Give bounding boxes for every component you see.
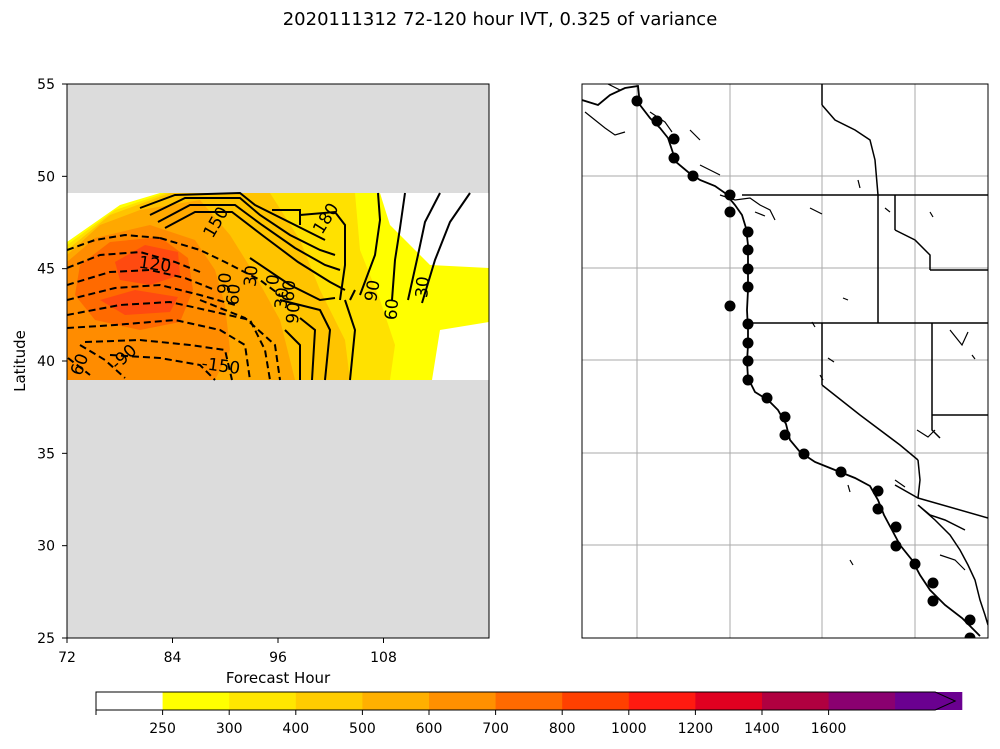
- colorbar-tick-label: 1200: [678, 721, 714, 737]
- station-marker: [742, 355, 754, 367]
- station-marker: [909, 558, 921, 570]
- colorbar-tick-label: 1000: [611, 721, 647, 737]
- coastline-islands: [584, 84, 776, 221]
- x-tick-label: 72: [58, 650, 76, 666]
- y-tick-label: 25: [37, 631, 55, 647]
- colorbar-segment: [162, 692, 230, 710]
- contour-label: 0: [263, 273, 284, 286]
- station-marker: [742, 244, 754, 256]
- lakes: [809, 179, 976, 571]
- station-marker: [742, 263, 754, 275]
- station-marker: [724, 206, 736, 218]
- left-axis-ticks: 72 84 96 108 25 30 35 40 45 50 55: [37, 77, 397, 666]
- station-marker: [890, 540, 902, 552]
- station-marker: [761, 392, 773, 404]
- colorbar-tick-label: 600: [416, 721, 443, 737]
- station-marker: [872, 485, 884, 497]
- station-marker: [742, 374, 754, 386]
- x-tick-label: 84: [164, 650, 182, 666]
- colorbar-tick-label: 700: [482, 721, 509, 737]
- contour-label: 60: [223, 283, 245, 306]
- station-marker: [927, 595, 939, 607]
- contour-label: 90: [214, 272, 236, 295]
- colorbar-segment: [762, 692, 830, 710]
- map-frame: [581, 83, 989, 639]
- colorbar-segment: [429, 692, 497, 710]
- colorbar-tick-label: 500: [349, 721, 376, 737]
- station-marker: [964, 614, 976, 626]
- station-marker: [724, 300, 736, 312]
- station-marker: [724, 189, 736, 201]
- x-axis-label: Forecast Hour: [226, 669, 331, 687]
- colorbar-extend-arrow: [895, 692, 956, 710]
- colorbar-segment: [495, 692, 563, 710]
- station-marker: [742, 318, 754, 330]
- colorbar-tick-label: 250: [149, 721, 176, 737]
- y-tick-label: 45: [37, 262, 55, 278]
- contour-label: 120: [137, 253, 172, 277]
- dashed-contours: [67, 233, 281, 381]
- colorbar-segment: [562, 692, 630, 710]
- station-marker: [779, 411, 791, 423]
- contour-label: 60: [279, 279, 301, 302]
- fill-800-b: [100, 290, 178, 315]
- station-marker: [798, 448, 810, 460]
- station-marker: [651, 115, 663, 127]
- station-marker: [964, 632, 976, 638]
- contour-label: 60: [381, 298, 403, 321]
- right-panel-map: [581, 83, 989, 639]
- baja-coast: [917, 504, 988, 626]
- y-tick-label: 50: [37, 169, 55, 185]
- y-tick-label: 30: [37, 539, 55, 555]
- colorbar-segment: [362, 692, 430, 710]
- y-tick-label: 40: [37, 354, 55, 370]
- solid-contours: [139, 191, 471, 381]
- station-marker: [742, 281, 754, 293]
- colorbar-tick-label: 1400: [744, 721, 780, 737]
- colorbar-segment: [229, 692, 297, 710]
- station-marker: [687, 170, 699, 182]
- station-marker: [742, 337, 754, 349]
- station-marker: [631, 95, 643, 107]
- map-background: [582, 84, 988, 638]
- colorbar-segment: [628, 692, 696, 710]
- colorbar-segment: [695, 692, 763, 710]
- contour-label: 90: [283, 301, 305, 324]
- colorbar-tick-label: 300: [216, 721, 243, 737]
- fill-800-a: [115, 245, 180, 285]
- station-marker: [668, 152, 680, 164]
- y-tick-label: 35: [37, 446, 55, 462]
- x-tick-label: 96: [269, 650, 287, 666]
- station-markers: [631, 95, 976, 638]
- station-marker: [927, 577, 939, 589]
- contour-label: 30: [271, 287, 293, 310]
- colorbar-tick-label: 800: [549, 721, 576, 737]
- station-marker: [742, 226, 754, 238]
- x-tick-label: 108: [370, 650, 397, 666]
- map-gridlines: [582, 84, 988, 638]
- contour-label: 90: [361, 278, 384, 303]
- station-marker: [835, 466, 847, 478]
- colorbar-tick-label: 1600: [811, 721, 847, 737]
- colorbar-tick-label: 400: [282, 721, 309, 737]
- contour-label: 30: [412, 275, 434, 298]
- station-marker: [872, 503, 884, 515]
- y-tick-label: 55: [37, 77, 55, 93]
- colorbar-outline: [95, 691, 957, 711]
- colorbar-segment: [295, 692, 363, 710]
- station-marker: [890, 521, 902, 533]
- y-axis-label: Latitude: [11, 330, 29, 392]
- station-marker: [668, 133, 680, 145]
- contour-label: 30: [241, 264, 263, 287]
- colorbar-segment: [828, 692, 896, 710]
- figure-title: 2020111312 72-120 hour IVT, 0.325 of var…: [282, 9, 718, 30]
- colorbar-segment: [96, 692, 164, 710]
- political-borders: [742, 84, 988, 519]
- colorbar: 250 300 400 500 600 700 800 1000 1200 1400 1600: [95, 691, 963, 737]
- station-marker: [779, 429, 791, 441]
